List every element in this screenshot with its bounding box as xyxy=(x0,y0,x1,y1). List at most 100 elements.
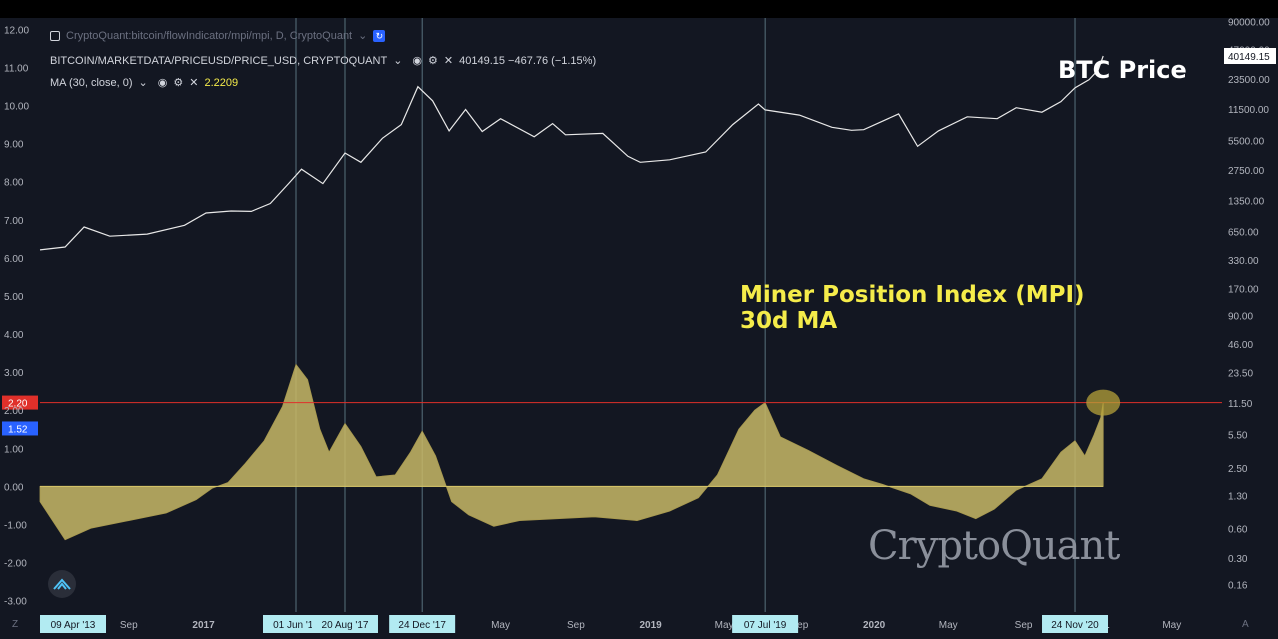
sync-icon[interactable]: ↻ xyxy=(373,29,386,42)
threshold-label: 2.20 xyxy=(8,399,28,410)
right-axis-tick-label: 23500.00 xyxy=(1228,75,1270,86)
x-axis-tick-label: 2017 xyxy=(192,620,215,631)
right-axis-tick-label: 46.00 xyxy=(1228,340,1253,351)
right-axis-tick-label: 650.00 xyxy=(1228,227,1259,238)
current-value-badge xyxy=(2,421,38,436)
price-line-layer xyxy=(39,55,1104,251)
highlight-layer xyxy=(1086,389,1121,416)
left-axis-tick-label: -1.00 xyxy=(4,520,27,531)
x-axis-tick-label: May xyxy=(715,620,734,631)
left-axis-tick-label: 8.00 xyxy=(4,178,24,189)
x-axis-tick-label: Sep xyxy=(567,620,585,631)
x-marker-box xyxy=(389,615,456,633)
x-marker-box xyxy=(1042,615,1109,633)
left-axis-tick-label: 12.00 xyxy=(4,25,29,36)
chevron-down-icon[interactable]: ⌄ xyxy=(393,55,403,67)
chevron-down-icon[interactable]: ⌄ xyxy=(138,77,148,89)
left-axis-tick-label: 4.00 xyxy=(4,330,24,341)
left-axis-tick-label: 10.00 xyxy=(4,102,29,113)
right-axis: 90000.0047000.0023500.0011500.005500.002… xyxy=(1222,18,1278,639)
cryptoquant-watermark: CryptoQuant xyxy=(868,523,1120,569)
cryptoquant-logo[interactable] xyxy=(48,570,76,598)
x-axis: Sep2017MaySep2018MaySep2019MaySep2020May… xyxy=(0,612,1278,639)
legend-ma-value: 2.2209 xyxy=(204,76,239,89)
right-axis-tick-label: 2750.00 xyxy=(1228,166,1265,177)
btc-price-annotation: BTC Price xyxy=(1058,56,1187,84)
left-axis-tick-label: 0.00 xyxy=(4,482,24,493)
eye-icon[interactable]: ◉ xyxy=(157,77,168,89)
mpi-area-layer xyxy=(39,363,1104,541)
right-axis-tick-label: 11500.00 xyxy=(1228,105,1269,116)
right-axis-tick-label: 11.50 xyxy=(1228,399,1253,410)
close-icon[interactable]: ✕ xyxy=(443,55,454,67)
legend-price-values: 40149.15 −467.76 (−1.15%) xyxy=(459,54,597,67)
threshold-badge xyxy=(2,395,38,410)
legend-line-ma[interactable]: MA (30, close, 0) ⌄ ◉ ⚙ ✕ 2.2209 xyxy=(50,76,239,90)
right-axis-tick-label: 1350.00 xyxy=(1228,196,1265,207)
collapse-icon[interactable] xyxy=(50,30,60,41)
right-axis-tick-label: 90.00 xyxy=(1228,311,1253,322)
x-marker-box xyxy=(40,615,106,633)
left-axis-tick-label: 11.00 xyxy=(4,64,29,75)
x-axis-tick-label: Sep xyxy=(120,620,138,631)
highlight-circle xyxy=(1086,389,1121,416)
x-marker-box xyxy=(311,615,378,633)
x-axis-tick-label: May xyxy=(491,620,510,631)
left-axis-tick-label: 5.00 xyxy=(4,292,24,303)
gear-icon[interactable]: ⚙ xyxy=(428,55,438,67)
x-marker-label: 09 Apr '13 xyxy=(51,620,96,631)
left-axis-tick-label: -2.00 xyxy=(4,559,27,570)
right-axis-tick-label: 170.00 xyxy=(1228,284,1259,295)
top-bar xyxy=(0,0,1278,18)
auto-scale-button[interactable]: A xyxy=(1242,619,1249,630)
x-marker-label: 07 Jul '19 xyxy=(744,620,787,631)
legend-ma-label: MA (30, close, 0) xyxy=(50,76,133,89)
vertical-marker-lines xyxy=(295,18,1076,612)
right-axis-tick-label: 23.50 xyxy=(1228,369,1253,380)
x-marker-label: 20 Aug '17 xyxy=(322,620,369,631)
mpi-annotation-line2: 30d MA xyxy=(740,308,838,334)
right-axis-tick-label: 2.50 xyxy=(1228,464,1248,475)
right-axis-tick-label: 90000.00 xyxy=(1228,18,1270,29)
legend-line-mpi[interactable]: CryptoQuant:bitcoin/flowIndicator/mpi/mp… xyxy=(50,29,386,42)
left-axis-tick-label: 2.00 xyxy=(4,406,24,417)
eye-icon[interactable]: ◉ xyxy=(412,55,423,67)
right-axis-tick-label: 5.50 xyxy=(1228,430,1248,441)
x-marker-label: 01 Jun '17 xyxy=(273,620,319,631)
x-marker-label: 24 Dec '17 xyxy=(398,620,446,631)
mpi-annotation: Miner Position Index (MPI) 30d MA xyxy=(740,282,1085,334)
x-axis-tick-label: 2020 xyxy=(863,620,886,631)
x-axis-tick-label: 2019 xyxy=(639,620,662,631)
x-marker-label: 24 Nov '20 xyxy=(1051,620,1099,631)
plot-background xyxy=(0,18,1278,639)
legend-line-price[interactable]: BITCOIN/MARKETDATA/PRICEUSD/PRICE_USD, C… xyxy=(50,54,597,68)
left-axis: 12.00 11.00 10.00 9.00 8.00 7.00 6.00 5.00 4.00 3… xyxy=(4,25,29,607)
left-axis-tick-label: 1.00 xyxy=(4,444,24,455)
left-axis-tick-label: 9.00 xyxy=(4,140,24,151)
legend-price-symbol: BITCOIN/MARKETDATA/PRICEUSD/PRICE_USD, C… xyxy=(50,54,388,67)
left-axis-tick-label: 6.00 xyxy=(4,254,24,265)
chart-svg[interactable]: 2.20 1.52 12.00 11.00 10.00 9.00 8.00 7.00 6.00… xyxy=(0,18,1278,639)
gear-icon[interactable]: ⚙ xyxy=(173,77,184,89)
x-marker-box xyxy=(732,615,799,633)
left-axis-tick-label: 7.00 xyxy=(4,216,24,227)
close-icon[interactable]: ✕ xyxy=(189,77,199,89)
x-axis-tick-label: Sep xyxy=(1015,620,1033,631)
mpi-area[interactable] xyxy=(39,363,1104,541)
chevron-down-icon[interactable]: ⌄ xyxy=(358,30,368,42)
price-badge-label: 40149.15 xyxy=(1228,52,1270,63)
right-axis-tick-label: 330.00 xyxy=(1228,256,1259,267)
right-axis-tick-label: 0.60 xyxy=(1228,525,1248,536)
right-axis-tick-label: 0.16 xyxy=(1228,581,1248,592)
chart-panel[interactable]: 2.20 1.52 12.00 11.00 10.00 9.00 8.00 7.00 6.00… xyxy=(0,18,1278,639)
zoom-icon[interactable]: Z xyxy=(12,619,19,630)
right-axis-tick-label: 1.30 xyxy=(1228,492,1248,503)
price-badge xyxy=(1224,48,1276,64)
left-axis-tick-label: 3.00 xyxy=(4,368,24,379)
btc-price-line[interactable] xyxy=(39,55,1104,251)
legend-mpi-label: CryptoQuant:bitcoin/flowIndicator/mpi/mp… xyxy=(66,29,353,42)
right-axis-background xyxy=(1222,18,1278,639)
mpi-annotation-line1: Miner Position Index (MPI) xyxy=(740,282,1085,308)
left-axis-tick-label: -3.00 xyxy=(4,597,27,608)
threshold-layer: 2.20 1.52 xyxy=(2,395,1222,436)
